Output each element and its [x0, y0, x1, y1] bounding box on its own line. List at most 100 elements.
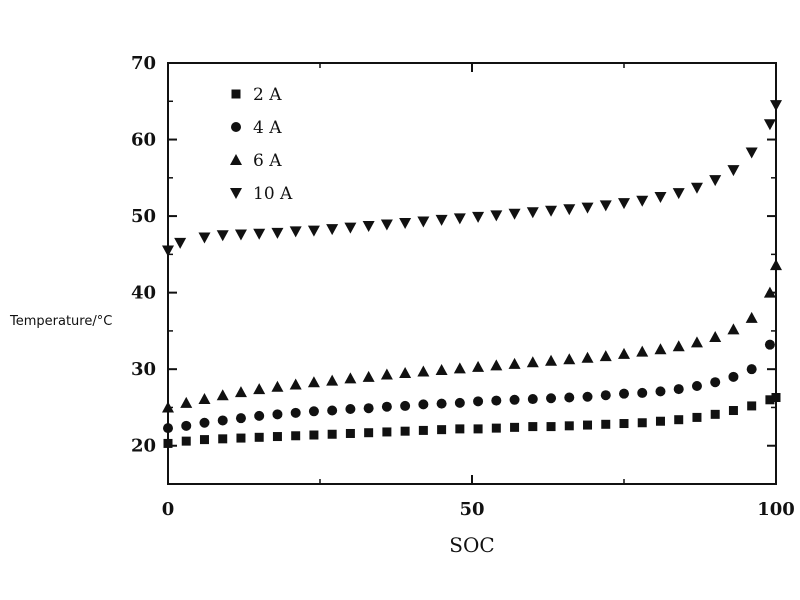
x-tick-label: 100: [757, 499, 795, 520]
data-point: [690, 336, 703, 348]
data-point: [216, 230, 229, 242]
data-point: [272, 409, 283, 420]
data-point: [545, 205, 558, 217]
data-point: [600, 390, 611, 401]
series-3: [162, 100, 782, 257]
data-point: [510, 422, 520, 432]
data-point: [271, 227, 284, 239]
data-point: [236, 433, 246, 443]
x-tick-label: 50: [459, 499, 484, 520]
data-point: [454, 397, 465, 408]
data-point: [526, 356, 539, 368]
data-point: [728, 371, 739, 382]
data-point: [654, 343, 667, 355]
data-point: [399, 367, 412, 379]
data-point: [619, 388, 629, 399]
data-point: [180, 396, 193, 408]
data-point: [234, 386, 247, 398]
data-point: [345, 403, 356, 414]
data-point: [198, 393, 211, 405]
data-point: [691, 381, 702, 392]
data-point: [181, 436, 191, 446]
data-point: [601, 419, 611, 429]
data-point: [526, 207, 539, 219]
data-point: [362, 221, 375, 233]
data-point: [546, 393, 557, 404]
data-point: [710, 377, 721, 388]
data-point: [473, 396, 484, 407]
data-point: [382, 427, 392, 437]
legend: 2 A 4 A 6 A 10 A: [230, 85, 293, 204]
data-point: [363, 403, 374, 414]
y-tick-label: 50: [131, 206, 156, 227]
data-point: [380, 219, 393, 231]
data-point: [527, 394, 538, 405]
data-point: [764, 339, 775, 350]
data-point: [528, 422, 538, 432]
data-point: [508, 208, 521, 220]
data-point: [435, 214, 448, 226]
data-point: [619, 419, 629, 429]
data-point: [473, 424, 483, 434]
legend-label: 6 A: [253, 151, 282, 171]
data-point: [364, 428, 374, 438]
y-tick-label: 40: [131, 283, 156, 304]
data-point: [290, 407, 301, 418]
data-point: [163, 423, 173, 434]
data-point: [437, 425, 447, 435]
data-point: [472, 211, 485, 223]
data-point: [490, 359, 503, 371]
data-point: [692, 412, 702, 422]
data-point: [618, 347, 630, 359]
data-point: [291, 431, 301, 441]
data-point: [637, 418, 647, 428]
data-point: [436, 398, 447, 409]
data-point: [599, 350, 612, 362]
data-point: [380, 368, 393, 380]
data-point: [344, 372, 357, 384]
data-point: [745, 147, 758, 159]
data-point: [618, 198, 630, 210]
x-tick-label: 0: [162, 499, 175, 520]
data-point: [162, 245, 174, 257]
data-point: [254, 432, 264, 442]
data-point: [672, 340, 685, 352]
legend-label: 10 A: [253, 184, 293, 204]
series-1: [163, 339, 775, 434]
data-point: [253, 383, 266, 395]
data-point: [728, 406, 738, 416]
data-point: [563, 204, 576, 216]
data-point: [564, 421, 574, 431]
data-point: [344, 222, 357, 234]
y-tick-label: 20: [131, 436, 156, 457]
data-point: [674, 415, 684, 425]
data-point: [326, 224, 339, 236]
data-point: [417, 216, 430, 228]
data-point: [218, 434, 228, 444]
data-point: [308, 406, 319, 417]
data-point: [162, 401, 174, 413]
marks-layer: [162, 100, 782, 448]
data-point: [563, 353, 576, 365]
data-point: [709, 331, 722, 343]
data-point: [289, 378, 302, 390]
data-point: [455, 424, 465, 434]
data-point: [472, 360, 485, 372]
series-2: [162, 259, 782, 413]
data-point: [453, 213, 466, 225]
data-point: [765, 395, 775, 405]
data-point: [636, 345, 649, 357]
data-point: [655, 416, 665, 426]
data-point: [727, 165, 740, 177]
y-tick-label: 60: [131, 130, 156, 151]
data-point: [636, 195, 649, 207]
data-point: [771, 393, 781, 403]
data-point: [309, 430, 319, 440]
data-point: [163, 438, 173, 448]
data-point: [770, 100, 782, 112]
data-point: [199, 435, 209, 445]
data-point: [253, 228, 266, 240]
data-point: [254, 410, 265, 421]
data-point: [271, 380, 284, 392]
legend-marker: [231, 122, 241, 132]
